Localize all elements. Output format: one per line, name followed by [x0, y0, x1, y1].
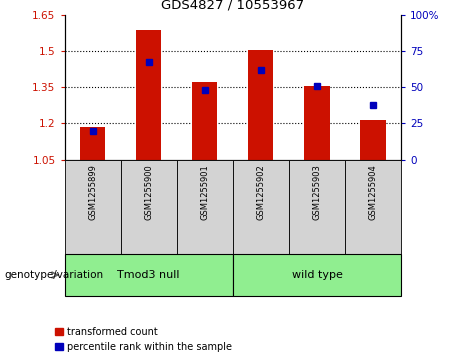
Bar — [304, 86, 330, 160]
Text: genotype/variation: genotype/variation — [5, 270, 104, 280]
Legend: transformed count, percentile rank within the sample: transformed count, percentile rank withi… — [51, 323, 236, 356]
Text: GSM1255901: GSM1255901 — [200, 164, 209, 220]
Bar — [121, 160, 177, 254]
Text: GSM1255899: GSM1255899 — [88, 164, 97, 220]
Title: GDS4827 / 10553967: GDS4827 / 10553967 — [161, 0, 304, 12]
Bar — [361, 120, 386, 160]
Text: wild type: wild type — [291, 270, 343, 280]
Text: GSM1255904: GSM1255904 — [368, 164, 378, 220]
Text: GSM1255903: GSM1255903 — [313, 164, 321, 220]
Text: Tmod3 null: Tmod3 null — [118, 270, 180, 280]
Bar — [233, 160, 289, 254]
Bar — [345, 160, 401, 254]
Bar — [136, 30, 161, 160]
Text: GSM1255902: GSM1255902 — [256, 164, 266, 220]
Bar — [80, 127, 105, 160]
Bar — [233, 254, 401, 296]
Text: GSM1255900: GSM1255900 — [144, 164, 153, 220]
Bar — [177, 160, 233, 254]
Bar — [192, 82, 218, 160]
Bar — [65, 160, 121, 254]
Bar — [289, 160, 345, 254]
Bar — [65, 254, 233, 296]
Bar — [248, 50, 273, 160]
